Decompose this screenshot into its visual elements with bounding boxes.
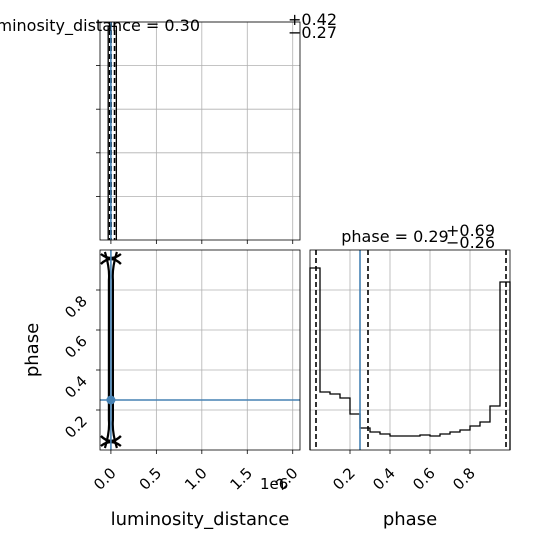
joint-ytick-label: 0.4 — [61, 372, 91, 402]
hist2-step — [309, 267, 511, 450]
joint-ytick-label: 0.8 — [61, 292, 91, 322]
hist2-title-sup: +0.69 — [446, 221, 495, 240]
joint-x-axis-label: luminosity_distance — [111, 509, 290, 530]
joint-grid — [100, 250, 300, 450]
hist2-xtick-label: 0.2 — [329, 464, 359, 494]
joint-contour-left — [103, 251, 111, 449]
hist1-title-sup: +0.42 — [288, 10, 337, 29]
joint-xtick-label: 0.0 — [90, 464, 120, 494]
hist1-bar — [107, 25, 118, 240]
hist1-title: luminosity_distance = 0.30 — [0, 16, 200, 36]
joint-xtick-label: 0.5 — [136, 464, 166, 494]
hist1-grid — [100, 21, 300, 240]
joint-marks — [100, 250, 300, 450]
joint-ticks: 0.0 0.5 1.0 1.5 2.00.20.40.60.8 — [61, 289, 302, 494]
hist2-marks — [309, 250, 511, 450]
hist2-x-axis-label: phase — [383, 509, 437, 530]
joint-truth-point — [106, 395, 116, 405]
hist2-frame — [309, 249, 511, 451]
hist2-xtick-label: 0.6 — [409, 464, 439, 494]
joint-ytick-label: 0.2 — [61, 412, 91, 442]
joint-y-axis-label: phase — [22, 323, 43, 377]
hist1-frame — [99, 21, 301, 241]
joint-xtick-label: 1.5 — [227, 464, 257, 494]
hist2-grid — [310, 250, 510, 450]
luminosity-distance-hist-panel: luminosity_distance = 0.30 +0.42 −0.27 — [0, 10, 337, 244]
joint-ytick-label: 0.6 — [61, 332, 91, 362]
hist2-xtick-label: 0.4 — [369, 464, 399, 494]
hist2-ticks: 0.2 0.4 0.6 0.8 — [329, 450, 479, 494]
joint-panel: 0.0 0.5 1.0 1.5 2.00.20.40.60.8 1e6 luminosi… — [22, 249, 302, 530]
hist1-ticks — [96, 21, 294, 244]
joint-frame — [99, 249, 301, 451]
joint-xtick-label: 1.0 — [181, 464, 211, 494]
joint-x-offset-text: 1e6 — [260, 475, 288, 493]
hist2-title-sub: −0.26 — [446, 233, 495, 252]
hist1-title-sub: −0.27 — [288, 23, 337, 42]
joint-contour-right — [111, 251, 118, 449]
hist1-marks — [107, 22, 118, 240]
phase-hist-panel: 0.2 0.4 0.6 0.8 phase = 0.29 +0.69 −0.26 ph… — [309, 221, 511, 530]
hist2-xtick-label: 0.8 — [449, 464, 479, 494]
hist2-title: phase = 0.29 — [341, 227, 448, 246]
